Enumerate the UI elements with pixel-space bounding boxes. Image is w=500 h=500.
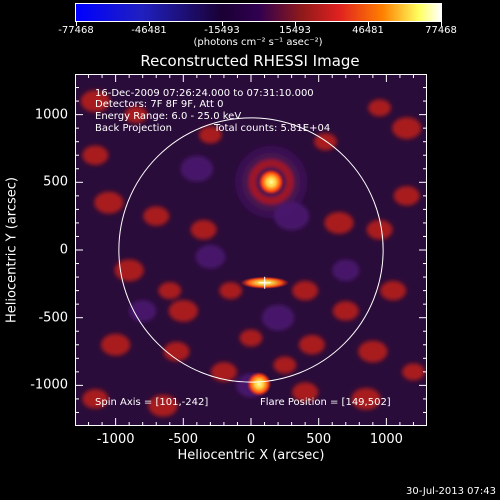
fringe-lobe [368,99,391,117]
fringe-trough [332,259,360,282]
fringe-lobe [100,333,131,356]
fringe-lobe [168,299,198,322]
info-detectors: Detectors: 7F 8F 9F, Att 0 [95,99,224,110]
x-tick-label: -1000 [96,432,135,447]
y-tick-label: 1000 [34,107,68,123]
fringe-lobe [239,329,263,347]
fringe-lobe [82,145,109,165]
info-method: Back Projection [95,123,172,134]
colorbar-tick-label: 15493 [279,25,311,36]
chart-title: Reconstructed RHESSI Image [140,52,360,70]
fringe-lobe [292,280,319,301]
fringe-lobe [199,126,222,144]
fringe-lobe [143,206,170,226]
fringe-lobe [402,363,425,381]
y-tick-label: 0 [59,242,68,258]
fringe-lobe [358,340,388,363]
x-tick-label: 500 [306,432,332,447]
colorbar-tick [441,22,442,26]
fringe-lobe [392,117,422,140]
fringe-lobe [366,219,393,240]
info-spin-axis: Spin Axis = [101,-242] [95,397,209,408]
colorbar-tick-label: -46481 [131,25,167,36]
fringe-lobe [324,211,354,234]
fringe-ring [235,145,308,219]
fringe-lobe [124,106,148,124]
fringe-lobe [332,301,359,321]
fringe-lobe [273,356,297,374]
timestamp: 30-Jul-2013 07:43 [405,486,496,497]
y-tick-label: -1000 [30,377,68,393]
heatmap-image [75,74,427,426]
x-tick-label: -500 [168,432,199,447]
colorbar-units: (photons cm⁻² s⁻¹ asec⁻²) [193,37,323,48]
fringe-lobe [393,186,420,206]
fringe-trough [180,155,214,182]
fringe-trough [129,300,157,322]
fringe-trough [261,304,295,331]
fringe-lobe [219,282,243,300]
fringe-lobe [298,335,325,355]
x-axis-label: Heliocentric X (arcsec) [177,448,325,463]
fringe-lobe [292,382,319,402]
info-energy: Energy Range: 6.0 - 25.0 keV [95,111,242,122]
fringe-lobe [158,282,182,300]
y-tick-label: -500 [38,310,68,326]
info-total-counts: Total counts: 5.81E+04 [214,123,331,134]
fringe-lobe [148,394,178,417]
y-axis-label: Heliocentric Y (arcsec) [4,177,20,323]
colorbar-tick-label: -77468 [58,25,94,36]
fringe-trough [195,244,226,269]
lower-source [246,371,272,397]
fringe-lobe [163,341,190,362]
spin-axis-marker [258,276,271,289]
colorbar-tick [368,22,369,26]
x-tick-label: 1000 [369,432,403,447]
y-tick-label: 500 [43,174,68,190]
fringe-lobe [94,191,124,214]
info-time-range: 16-Dec-2009 07:26:24.000 to 07:31:10.000 [95,88,314,99]
solar-limb [118,117,384,383]
colorbar-tick [295,22,296,26]
fringe-lobe [351,387,381,410]
colorbar-tick [222,22,223,26]
colorbar-tick [76,22,77,26]
x-tick-label: 0 [246,432,256,447]
fringe-lobe [210,362,237,382]
plot-area: 16-Dec-2009 07:26:24.000 to 07:31:10.000… [75,74,427,426]
fringe-lobe [190,219,217,240]
colorbar-tick [149,22,150,26]
fringe-ring [249,160,294,204]
info-flare-position: Flare Position = [149,502] [260,397,391,408]
fringe-lobe [80,90,110,113]
colorbar-tick-label: -15493 [204,25,240,36]
fringe-trough [274,202,310,231]
colorbar-tick-label: 77468 [425,25,457,36]
fringe-lobe [114,259,144,282]
source-peak [258,169,285,195]
fringe-lobe [380,280,407,301]
colorbar-tick-label: 46481 [352,25,384,36]
fringe-lobe [82,389,109,409]
colorbar [75,3,442,22]
